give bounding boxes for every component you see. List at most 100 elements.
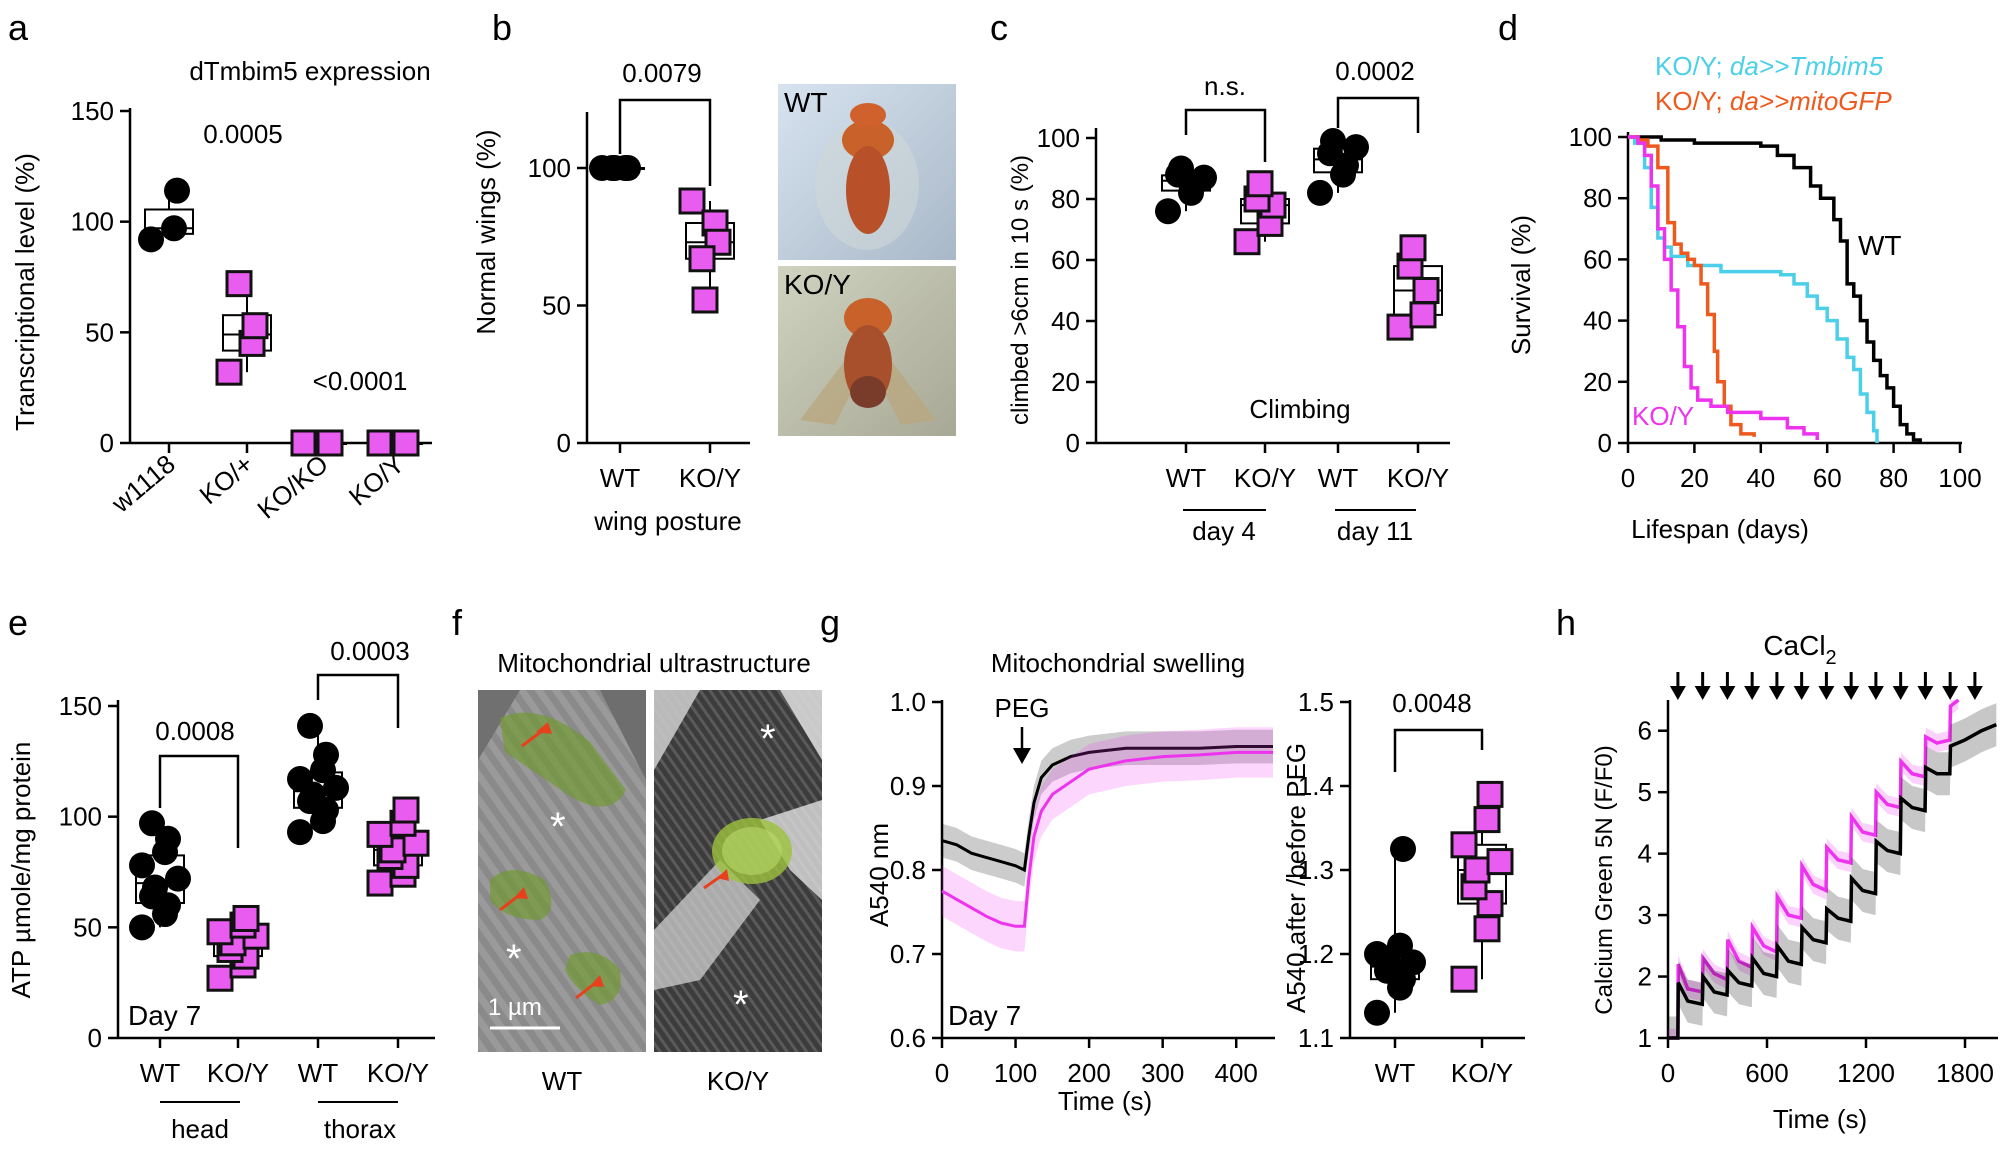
panel-e-ytick-label: 50 — [73, 912, 102, 942]
panel-h-xtick-label: 1200 — [1837, 1058, 1895, 1088]
panel-d-ytick-label: 100 — [1569, 122, 1612, 152]
panel-a-pvalue-1: 0.0005 — [203, 119, 283, 149]
panel-a-xtick-label: KO/+ — [194, 449, 259, 511]
panel-d-xtick-label: 40 — [1746, 463, 1775, 493]
panel-h-pulse-arrowhead — [1843, 686, 1860, 700]
panel-g-xtick-label: 400 — [1215, 1058, 1258, 1088]
panel-c-group-2-point — [1320, 128, 1346, 155]
panel-g-xtick-label: 0 — [935, 1058, 949, 1088]
panel-f-title: Mitochondrial ultrastructure — [497, 648, 811, 678]
panel-c-ytick-label: 60 — [1051, 245, 1080, 275]
panel-c-bracket-2 — [1336, 96, 1420, 133]
panel-g2-group-1-point — [1450, 831, 1478, 859]
panel-g-event-arrowhead — [1013, 748, 1031, 764]
panel-h-ytick-label: 3 — [1638, 900, 1652, 930]
panel-a-group-0-point — [161, 215, 187, 242]
panel-e-ytick-label: 100 — [59, 802, 102, 832]
panel-e-group-0-point — [129, 852, 155, 879]
panel-e-group-2-point — [297, 712, 323, 739]
panel-e-xtick-label: WT — [140, 1058, 181, 1088]
panel-g-event-label: PEG — [995, 693, 1050, 723]
panel-g-ytick-label: 0.7 — [890, 939, 926, 969]
panel-e-ytick-label: 150 — [59, 691, 102, 721]
panel-e-bracket-1 — [158, 754, 240, 848]
panel-e-group-0-point — [139, 810, 165, 837]
fly-photo-wt-label: WT — [784, 87, 828, 118]
panel-b-bracket — [618, 98, 712, 186]
panel-e-group-3-point — [366, 869, 394, 897]
panel-c-group-3-point — [1412, 277, 1440, 304]
panel-c-bracket-1 — [1184, 108, 1267, 162]
panel-c-xtick-label: WT — [1318, 463, 1359, 493]
panel-e-group-1-point — [206, 964, 234, 992]
panel-d-ytick-label: 40 — [1583, 306, 1612, 336]
panel-e-group-1-point — [232, 904, 260, 932]
panel-d-ylabel: Survival (%) — [1506, 215, 1536, 355]
panel-g2-group-1-point — [1486, 848, 1514, 876]
panel-e-group-label-2: thorax — [324, 1114, 396, 1144]
panel-a-xtick-label: w1118 — [105, 449, 181, 519]
panel-c-ytick-label: 80 — [1051, 184, 1080, 214]
panel-e-group-0-point — [155, 825, 181, 852]
panel-letter-a: a — [8, 7, 29, 48]
panel-h: CaCl2 Calcium Green 5N (F/F0) Time (s) 1… — [1591, 630, 1998, 1134]
panel-h-ylabel: Calcium Green 5N (F/F0) — [1591, 745, 1618, 1014]
panel-e-group-0-point — [165, 865, 191, 892]
panel-h-ytick-label: 2 — [1638, 962, 1652, 992]
panel-d-line-label-ko: KO/Y — [1632, 401, 1694, 431]
panel-a-ytick-label: 50 — [85, 317, 114, 347]
panel-c-group-1-point — [1233, 228, 1261, 256]
panel-h-series-band — [1668, 703, 1997, 1038]
panel-h-pulse-arrowhead — [1818, 686, 1835, 700]
panel-c: climbed >6cm in 10 s (%) Climbing n.s. 0… — [1007, 56, 1450, 546]
panel-h-ytick-label: 1 — [1638, 1023, 1652, 1053]
panel-b-ylabel: Normal wings (%) — [471, 129, 501, 334]
panel-a-ytick-label: 0 — [100, 428, 114, 458]
panel-g-series-band — [942, 727, 1273, 952]
panel-h-pulse-arrowhead — [1719, 686, 1736, 700]
panel-a-group-1-point — [241, 312, 269, 340]
panel-c-pvalue-1: n.s. — [1204, 71, 1246, 101]
panel-c-group-0-point — [1168, 155, 1194, 182]
panel-c-ytick-label: 100 — [1037, 123, 1080, 153]
panel-e-group-2-point — [313, 741, 339, 768]
em-image-wt: * * 1 µm — [478, 690, 646, 1052]
panel-letter-b: b — [492, 7, 512, 48]
panel-d-series-line — [1628, 135, 1756, 437]
panel-letter-h: h — [1556, 602, 1576, 643]
panel-b-xtick-label: KO/Y — [679, 463, 741, 493]
panel-c-group-2-point — [1343, 134, 1369, 161]
panel-e-group-3-point — [392, 796, 420, 824]
panel-e-pvalue-1: 0.0008 — [155, 716, 235, 746]
panel-b-group-1-point — [688, 245, 716, 273]
panel-c-xtick-label: KO/Y — [1387, 463, 1449, 493]
panel-d-xtick-label: 80 — [1879, 463, 1908, 493]
panel-letter-g: g — [820, 602, 840, 643]
panel-d-legend-orange-italic: da>>mitoGFP — [1730, 86, 1893, 116]
panel-c-group-1-point — [1246, 170, 1274, 198]
panel-e-ylabel: ATP µmole/mg protein — [6, 742, 36, 999]
panel-c-xtick-label: KO/Y — [1234, 463, 1296, 493]
panel-e-group-0-point — [142, 874, 168, 901]
panel-g-ytick-label: 1.0 — [890, 687, 926, 717]
panel-c-ytick-label: 20 — [1051, 367, 1080, 397]
panel-f-label-wt: WT — [542, 1066, 583, 1096]
panel-g2-ytick-label: 1.2 — [1298, 939, 1334, 969]
panel-h-xlabel: Time (s) — [1773, 1104, 1867, 1134]
panel-a-group-0-point — [138, 226, 164, 253]
panel-letter-e: e — [8, 602, 28, 643]
panel-a-ytick-label: 150 — [71, 96, 114, 126]
panel-g2-bracket — [1393, 728, 1484, 772]
panel-g-xtick-label: 200 — [1067, 1058, 1110, 1088]
panel-g2-group-0-point — [1364, 999, 1390, 1026]
panel-h-series-band — [1668, 700, 1959, 1038]
panel-b-ytick-label: 0 — [557, 428, 571, 458]
panel-c-ytick-label: 40 — [1051, 306, 1080, 336]
asterisk-2: * — [506, 937, 522, 981]
panel-g2-ytick-label: 1.3 — [1298, 855, 1334, 885]
panel-e-group-1-point — [206, 918, 234, 946]
panel-e-note: Day 7 — [128, 1000, 201, 1031]
fly-photo-wt: WT — [778, 84, 956, 260]
panel-g-series-line — [941, 745, 1273, 873]
